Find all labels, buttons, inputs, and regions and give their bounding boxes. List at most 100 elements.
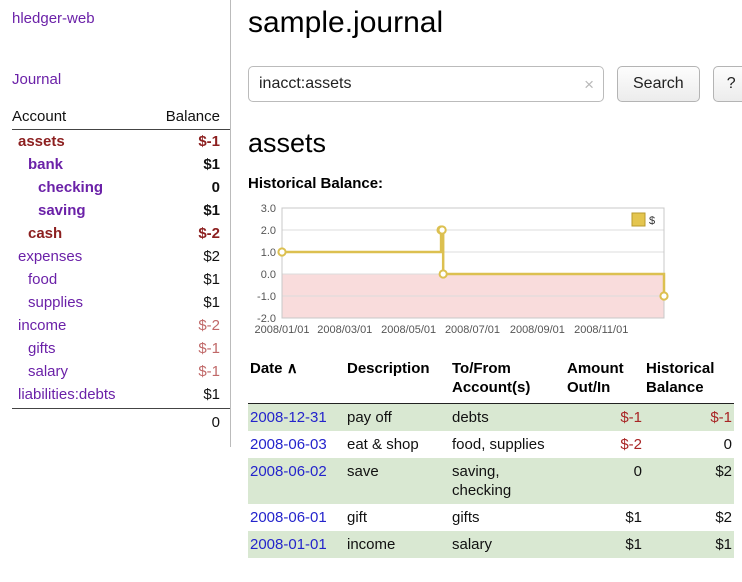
register-row: 2008-01-01 income salary $1 $1 — [248, 531, 734, 558]
balance-column-header: Balance — [165, 108, 220, 125]
column-header-date[interactable]: Date ∧ — [248, 359, 345, 404]
register-accounts: debts — [452, 409, 489, 426]
account-row: liabilities:debts $1 — [12, 383, 230, 406]
search-input[interactable] — [259, 75, 585, 93]
account-link[interactable]: liabilities:debts — [18, 386, 116, 403]
account-link[interactable]: income — [18, 317, 67, 334]
svg-text:2008/05/01: 2008/05/01 — [381, 324, 436, 336]
register-row: 2008-06-02 save saving, checking 0 $2 — [248, 458, 734, 504]
register-date-link[interactable]: 2008-06-03 — [250, 436, 327, 453]
svg-text:2008/03/01: 2008/03/01 — [317, 324, 372, 336]
account-row: supplies $1 — [12, 291, 230, 314]
account-link[interactable]: assets — [18, 133, 65, 150]
svg-text:-2.0: -2.0 — [257, 313, 276, 325]
account-row: food $1 — [12, 268, 230, 291]
register-body: 2008-12-31 pay off debts $-1 $-1 2008-06-03 ea… — [248, 403, 734, 558]
svg-text:0.0: 0.0 — [261, 269, 276, 281]
svg-text:3.0: 3.0 — [261, 203, 276, 215]
register-amount: $-2 — [620, 436, 642, 453]
account-list: assets $-1 bank $1 checking 0 saving $1 cash $-2 e… — [12, 130, 230, 406]
svg-text:-1.0: -1.0 — [257, 291, 276, 303]
account-balance: $-2 — [198, 317, 220, 334]
register-description: pay off — [347, 409, 392, 426]
register-accounts: gifts — [452, 509, 480, 526]
register-row: 2008-06-03 eat & shop food, supplies $-2 0 — [248, 431, 734, 458]
account-balance: $1 — [203, 294, 220, 311]
column-header-account: To/From Account(s) — [450, 359, 565, 404]
sidebar-total-row: 0 — [12, 408, 230, 433]
page-title: sample.journal — [248, 6, 444, 39]
column-header-amount: Amount Out/In — [565, 359, 644, 404]
account-balance: 0 — [211, 179, 220, 196]
account-balance: $-2 — [198, 225, 220, 242]
register-accounts: salary — [452, 536, 493, 553]
account-link[interactable]: expenses — [18, 248, 83, 265]
search-button[interactable]: Search — [617, 66, 700, 102]
register-header-row: Date ∧ Description To/From Account(s) Am… — [248, 359, 734, 404]
account-row: assets $-1 — [12, 130, 230, 153]
account-link[interactable]: food — [28, 271, 58, 288]
register-date-link[interactable]: 2008-01-01 — [250, 536, 327, 553]
register-description: income — [347, 536, 396, 553]
account-row: salary $-1 — [12, 360, 230, 383]
account-link[interactable]: saving — [38, 202, 86, 219]
help-button[interactable]: ? — [712, 66, 742, 102]
svg-text:$: $ — [649, 215, 655, 227]
register-description: eat & shop — [347, 436, 419, 453]
register-row: 2008-12-31 pay off debts $-1 $-1 — [248, 403, 734, 431]
account-column-header: Account — [12, 108, 67, 125]
date-header-label: Date — [250, 360, 283, 377]
account-link[interactable]: gifts — [28, 340, 56, 357]
clear-search-icon[interactable]: × — [584, 74, 594, 94]
account-table-header: Account Balance — [12, 108, 230, 130]
account-row: gifts $-1 — [12, 337, 230, 360]
svg-text:2008/09/01: 2008/09/01 — [510, 324, 565, 336]
svg-text:2008/01/01: 2008/01/01 — [254, 324, 309, 336]
account-balance: $2 — [203, 248, 220, 265]
account-link[interactable]: bank — [28, 156, 64, 173]
register-table: Date ∧ Description To/From Account(s) Am… — [248, 359, 734, 558]
account-link[interactable]: cash — [28, 225, 63, 242]
account-link[interactable]: checking — [38, 179, 104, 196]
sort-ascending-icon: ∧ — [286, 360, 298, 377]
sidebar: hledger-web Journal Account Balance asse… — [0, 0, 231, 447]
register-date-link[interactable]: 2008-06-02 — [250, 463, 327, 480]
main-content: sample.journal × Search ? assets Histori… — [248, 0, 742, 558]
register-row: 2008-06-01 gift gifts $1 $2 — [248, 504, 734, 531]
register-date-link[interactable]: 2008-12-31 — [250, 409, 327, 426]
register-description: save — [347, 463, 379, 480]
account-row: cash $-2 — [12, 222, 230, 245]
account-link[interactable]: supplies — [28, 294, 84, 311]
account-balance: $-1 — [198, 363, 220, 380]
account-balance: $1 — [203, 386, 220, 403]
account-row: saving $1 — [12, 199, 230, 222]
account-balance: $1 — [203, 271, 220, 288]
register-balance: $2 — [715, 463, 732, 480]
register-balance: $-1 — [710, 409, 732, 426]
register-accounts: saving, checking — [452, 463, 512, 499]
svg-text:2008/11/01: 2008/11/01 — [574, 324, 628, 336]
search-row: × Search ? — [248, 66, 742, 102]
account-balance: $1 — [203, 202, 220, 219]
register-accounts: food, supplies — [452, 436, 545, 453]
register-balance: $2 — [715, 509, 732, 526]
svg-text:1.0: 1.0 — [261, 247, 276, 259]
account-balance: $-1 — [198, 340, 220, 357]
account-balance: $1 — [203, 156, 220, 173]
register-amount: $1 — [625, 536, 642, 553]
chart-title: Historical Balance: — [248, 175, 384, 192]
register-date-link[interactable]: 2008-06-01 — [250, 509, 327, 526]
account-row: income $-2 — [12, 314, 230, 337]
register-amount: $1 — [625, 509, 642, 526]
sidebar-total-value: 0 — [211, 414, 220, 431]
column-header-balance: Historical Balance — [644, 359, 734, 404]
svg-text:2008/07/01: 2008/07/01 — [445, 324, 500, 336]
svg-text:2.0: 2.0 — [261, 225, 276, 237]
account-row: expenses $2 — [12, 245, 230, 268]
account-link[interactable]: salary — [28, 363, 69, 380]
account-row: bank $1 — [12, 153, 230, 176]
app-title-link[interactable]: hledger-web — [12, 10, 95, 27]
nav-journal-link[interactable]: Journal — [12, 71, 62, 88]
account-balance-table: Account Balance assets $-1 bank $1 checking 0… — [12, 108, 230, 433]
